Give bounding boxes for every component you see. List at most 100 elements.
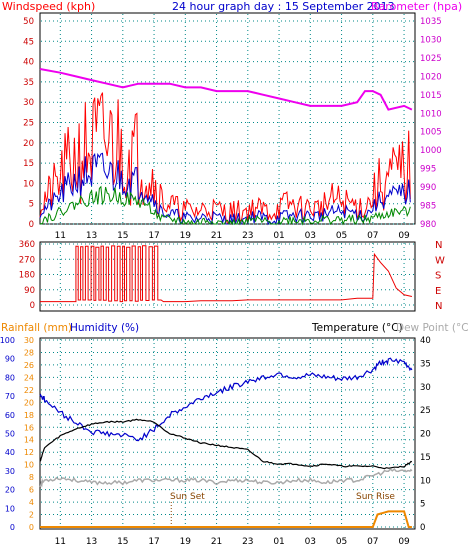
windspeed-line [39,92,411,225]
wind-panel [39,12,416,225]
compass-label: S [435,271,441,282]
x-tick-label: 11 [55,231,66,241]
y-tick-humidity: 40 [5,448,15,457]
y-tick-barometer: 1025 [420,54,442,64]
y-tick-windspeed: 35 [23,78,34,88]
y-tick-rainfall: 22 [24,386,34,395]
y-tick-direction: 90 [24,286,35,296]
humidity-line [39,357,413,442]
grid-lines [41,14,414,528]
y-tick-humidity: 100 [0,336,15,345]
y-tick-barometer: 1000 [420,146,442,156]
y-tick-direction: 0 [30,301,35,311]
y-tick-rainfall: 20 [24,398,34,407]
x-tick-label: 15 [117,537,128,547]
x-tick-label: 23 [242,231,253,241]
compass-label: N [435,301,442,312]
x-tick-label: 01 [273,537,284,547]
y-tick-windspeed: 20 [23,139,34,149]
y-tick-direction: 360 [19,240,35,250]
y-tick-barometer: 995 [420,165,436,175]
x-tick-label: 03 [305,231,316,241]
temperature-legend: Temperature (°C) [311,322,403,334]
y-tick-humidity: 20 [5,486,15,495]
y-tick-rainfall: 0 [29,523,34,532]
y-tick-temperature: 10 [420,476,431,486]
y-tick-windspeed: 25 [23,119,34,129]
x-tick-label: 07 [367,537,378,547]
x-tick-label: 21 [211,537,222,547]
y-tick-windspeed: 50 [23,17,34,27]
x-tick-label: 13 [86,537,97,547]
y-tick-humidity: 10 [5,504,15,513]
y-tick-humidity: 60 [5,411,15,420]
sun-rise-label: Sun Rise [356,492,395,502]
y-tick-windspeed: 40 [23,58,34,68]
y-tick-barometer: 1030 [420,35,442,45]
y-tick-temperature: 20 [420,430,431,440]
dew-point-legend: Dew Point (°C) [396,322,468,334]
y-tick-rainfall: 8 [29,473,34,482]
y-tick-barometer: 985 [420,202,436,212]
y-tick-temperature: 30 [420,383,431,393]
y-tick-barometer: 1005 [420,128,442,138]
y-tick-rainfall: 4 [29,498,34,507]
wind-green-line [39,185,411,226]
y-tick-temperature: 40 [420,336,431,346]
x-tick-label: 07 [367,231,378,241]
x-tick-label: 17 [148,537,159,547]
x-tick-label: 01 [273,231,284,241]
x-tick-label: 23 [242,537,253,547]
y-tick-temperature: 15 [420,453,431,463]
y-tick-windspeed: 5 [29,200,34,210]
y-tick-rainfall: 16 [24,423,34,432]
y-tick-direction: 180 [19,271,35,281]
y-tick-humidity: 90 [5,355,15,364]
x-tick-label: 05 [336,231,347,241]
dew-point-line [39,468,413,488]
y-tick-barometer: 980 [420,220,436,230]
y-tick-rainfall: 18 [24,411,34,420]
rainfall-line [40,510,412,528]
y-tick-rainfall: 6 [29,486,34,495]
x-tick-label: 03 [305,537,316,547]
sun-set-label: Sun Set [170,492,205,502]
y-tick-rainfall: 24 [24,373,34,382]
y-tick-windspeed: 30 [23,98,34,108]
y-tick-temperature: 25 [420,406,431,416]
windspeed-title: Windspeed (kph) [2,0,95,13]
y-tick-rainfall: 2 [29,511,34,520]
x-tick-label: 17 [148,231,159,241]
y-tick-rainfall: 26 [24,361,34,370]
y-tick-windspeed: 15 [23,159,34,169]
y-tick-barometer: 1020 [420,72,442,82]
y-tick-humidity: 0 [10,523,15,532]
x-tick-label: 13 [86,231,97,241]
x-tick-label: 21 [211,231,222,241]
y-tick-temperature: 5 [420,500,425,510]
y-tick-windspeed: 0 [29,220,34,230]
y-tick-humidity: 80 [5,373,15,382]
barometer-title: Barometer (hpa) [371,0,462,13]
y-tick-barometer: 1010 [420,109,442,119]
barometer-line [39,68,413,111]
y-tick-barometer: 990 [420,183,436,193]
direction-panel [39,241,416,312]
compass-label: N [435,240,442,251]
wind-blue-line [39,152,411,226]
y-tick-temperature: 0 [420,523,425,533]
x-tick-label: 15 [117,231,128,241]
x-tick-label: 19 [180,537,192,547]
y-tick-rainfall: 28 [24,348,34,357]
compass-label: W [435,255,445,266]
y-tick-temperature: 35 [420,359,431,369]
y-tick-rainfall: 14 [24,436,34,445]
y-tick-windspeed: 45 [23,37,34,47]
y-tick-rainfall: 30 [24,336,34,345]
data-series [39,68,413,528]
y-tick-barometer: 1015 [420,91,442,101]
x-tick-label: 11 [55,537,66,547]
x-tick-label: 05 [336,537,347,547]
